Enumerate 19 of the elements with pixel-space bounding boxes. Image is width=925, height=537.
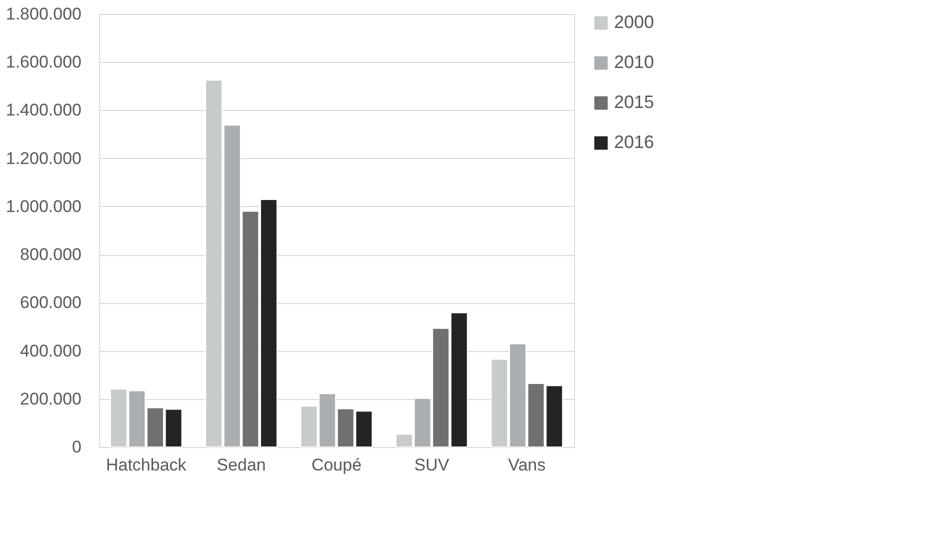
- legend-label: 2015: [614, 92, 654, 112]
- legend-label: 2010: [614, 52, 654, 72]
- x-tick-label: Hatchback: [106, 456, 187, 474]
- y-tick-label: 1.400.000: [6, 100, 82, 120]
- x-tick-label: SUV: [414, 456, 450, 474]
- y-tick-label: 800.000: [20, 245, 82, 264]
- y-tick-label: 0: [72, 438, 82, 456]
- x-tick-label: Vans: [508, 456, 546, 474]
- y-tick-label: 1.000.000: [6, 196, 82, 216]
- y-tick-label: 600.000: [20, 293, 82, 312]
- y-tick-label: 400.000: [20, 341, 82, 360]
- y-tick-label: 1.200.000: [6, 148, 82, 168]
- legend-label: 2000: [614, 12, 654, 32]
- x-tick-label: Coupé: [311, 456, 362, 474]
- legend-label: 2016: [614, 132, 654, 152]
- y-tick-label: 1.800.000: [6, 4, 82, 24]
- x-tick-label: Sedan: [216, 456, 266, 474]
- y-tick-label: 200.000: [20, 389, 82, 408]
- y-tick-label: 1.600.000: [6, 52, 82, 72]
